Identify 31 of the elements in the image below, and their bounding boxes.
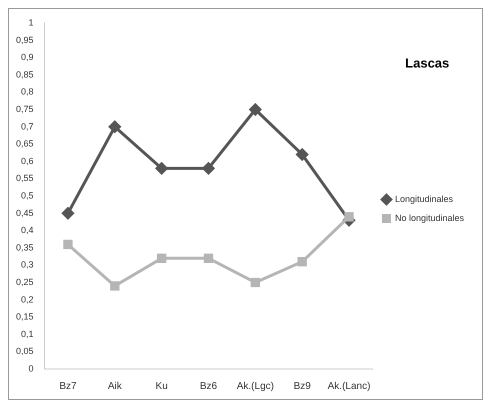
x-tick-label: Ak.(Lgc) (236, 380, 274, 392)
y-tick-label: 0 (28, 363, 34, 374)
x-tick-label: Bz9 (294, 380, 312, 392)
y-tick-label: 0,3 (21, 260, 34, 270)
y-tick-label: 1 (28, 17, 34, 28)
y-tick-label: 0,15 (16, 312, 34, 322)
text: Lascas (405, 56, 450, 71)
x-tick-label: Bz6 (200, 380, 218, 392)
y-tick-label: 0,2 (21, 294, 34, 304)
y-tick-label: 0,4 (21, 225, 34, 236)
y-tick-label: 0,7 (21, 121, 34, 132)
y-tick-label: 0,85 (16, 69, 34, 80)
y-tick-label: 0,25 (16, 276, 34, 287)
y-tick-label: 0,95 (16, 34, 34, 45)
y-tick-label: 0,05 (16, 346, 34, 356)
y-tick-label: 0,65 (16, 138, 34, 149)
y-tick-label: 0,55 (16, 173, 34, 184)
y-tick-label: 0,8 (21, 86, 34, 97)
x-tick-label: Bz7 (59, 380, 77, 392)
y-tick-label: 0,45 (16, 208, 34, 218)
x-tick-label: Ak.(Lanc) (328, 380, 370, 392)
y-tick-label: 0,5 (21, 190, 34, 200)
y-tick-label: 0,35 (16, 242, 34, 252)
legend-label: Longitudinales (394, 194, 454, 204)
y-tick-label: 0,75 (16, 104, 34, 114)
y-tick-label: 0,6 (21, 156, 34, 166)
y-tick-label: 0,1 (21, 328, 34, 339)
x-tick-label: Ku (156, 380, 168, 392)
y-tick-label: 0,9 (21, 52, 34, 62)
legend-label: No longitudinales (394, 212, 464, 223)
x-tick-label: Aik (108, 380, 123, 392)
